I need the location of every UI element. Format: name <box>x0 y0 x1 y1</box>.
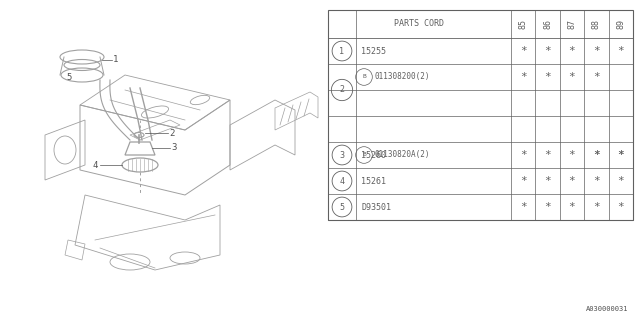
Text: *: * <box>593 72 600 82</box>
Text: 85: 85 <box>518 19 528 29</box>
Text: *: * <box>520 176 527 186</box>
Text: 3: 3 <box>339 150 344 159</box>
Text: *: * <box>618 176 624 186</box>
Text: *: * <box>544 150 551 160</box>
Text: *: * <box>520 202 527 212</box>
Text: *: * <box>520 150 527 160</box>
Text: 2: 2 <box>169 129 174 138</box>
Text: *: * <box>568 176 575 186</box>
Text: PARTS CORD: PARTS CORD <box>394 20 445 28</box>
Text: *: * <box>544 46 551 56</box>
Text: 86: 86 <box>543 19 552 29</box>
Text: 3: 3 <box>171 143 177 153</box>
Text: *: * <box>544 176 551 186</box>
Text: *: * <box>618 150 624 160</box>
Text: 15261: 15261 <box>361 177 386 186</box>
Text: *: * <box>568 46 575 56</box>
Text: 1: 1 <box>113 55 118 65</box>
Text: *: * <box>618 150 624 160</box>
Text: *: * <box>593 202 600 212</box>
Text: *: * <box>520 72 527 82</box>
Text: 87: 87 <box>568 19 577 29</box>
Text: 4: 4 <box>93 161 98 170</box>
Text: *: * <box>618 202 624 212</box>
Text: 5: 5 <box>67 73 72 82</box>
Text: *: * <box>544 72 551 82</box>
Text: *: * <box>618 46 624 56</box>
Text: 01130820A(2): 01130820A(2) <box>374 150 430 159</box>
Text: *: * <box>593 150 600 160</box>
Text: 88: 88 <box>592 19 601 29</box>
Text: *: * <box>520 46 527 56</box>
Text: *: * <box>568 72 575 82</box>
Text: 1: 1 <box>339 46 344 55</box>
Text: 15260: 15260 <box>361 150 386 159</box>
Text: 4: 4 <box>339 177 344 186</box>
Text: B: B <box>362 75 366 79</box>
Bar <box>328 10 633 220</box>
Text: *: * <box>544 202 551 212</box>
Text: 5: 5 <box>339 203 344 212</box>
Text: 011308200(2): 011308200(2) <box>374 73 430 82</box>
Text: *: * <box>593 176 600 186</box>
Text: B: B <box>362 153 366 157</box>
Text: A030000031: A030000031 <box>586 306 628 312</box>
Text: 89: 89 <box>616 19 625 29</box>
Text: *: * <box>568 202 575 212</box>
Text: *: * <box>568 150 575 160</box>
Text: D93501: D93501 <box>361 203 391 212</box>
Text: 15255: 15255 <box>361 46 386 55</box>
Text: 2: 2 <box>339 85 344 94</box>
Text: *: * <box>593 150 600 160</box>
Text: *: * <box>593 46 600 56</box>
